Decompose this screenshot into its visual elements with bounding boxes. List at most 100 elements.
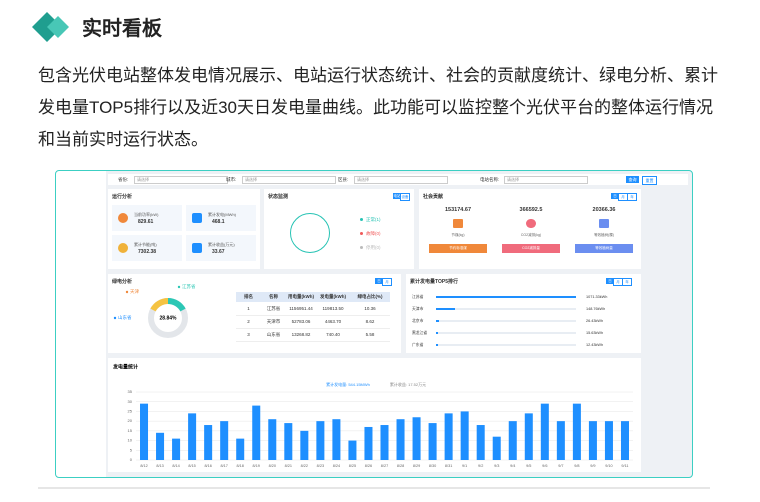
table-cell: 天津市: [261, 316, 286, 329]
bar: [140, 403, 149, 460]
donut-arc: [167, 298, 186, 312]
panel: 累计发电量TOP5排行日月年江苏省 1071.33kWh 天津市 148.76kWh 北…: [406, 274, 641, 353]
bar: [476, 425, 485, 460]
rank-track: [436, 308, 576, 310]
table-cell: 1: [236, 303, 261, 316]
contribution-unit: 等效植树(棵): [594, 233, 614, 237]
rank-track: [436, 320, 576, 322]
donut-label: 山东省: [118, 314, 132, 321]
contribution-icon: [526, 219, 536, 228]
x-tick-label: 8/15: [188, 464, 195, 468]
contribution-value: 153174.67: [445, 207, 471, 213]
x-tick-label: 9/8: [574, 464, 579, 468]
tab[interactable]: 月: [382, 278, 392, 286]
tab[interactable]: 年: [627, 193, 637, 201]
legend-dot: [360, 218, 363, 221]
donut-center: 28.84%: [160, 315, 178, 321]
table-cell: 1156951.44: [286, 303, 316, 316]
contribution-value: 20366.36: [592, 207, 616, 213]
filter-select[interactable]: 请选择: [242, 176, 336, 184]
bar: [300, 430, 309, 460]
bar: [428, 423, 437, 460]
x-tick-label: 8/31: [445, 464, 452, 468]
tab[interactable]: 日: [606, 278, 614, 284]
bar: [172, 438, 181, 460]
bar: [396, 419, 405, 460]
contribution-button[interactable]: 节约标准煤: [429, 244, 487, 253]
table-cell: 119813.50: [316, 303, 350, 316]
table-cell: 52783.06: [286, 316, 316, 329]
x-tick-label: 8/13: [156, 464, 163, 468]
chart-annotation: 累计收益: 17.52万元: [390, 381, 426, 387]
tab[interactable]: 设备: [400, 193, 410, 201]
rank-bar: [436, 332, 439, 334]
tab[interactable]: 日: [611, 193, 619, 199]
tab[interactable]: 电站: [393, 193, 401, 199]
button[interactable]: 重置: [642, 176, 657, 185]
y-tick-label: 25: [128, 408, 133, 413]
x-tick-label: 8/23: [317, 464, 324, 468]
donut-arc: [150, 298, 169, 312]
legend-dot: [360, 232, 363, 235]
table-cell: 江苏省: [261, 303, 286, 316]
bar: [364, 426, 373, 460]
filter-select[interactable]: 请选择: [354, 176, 448, 184]
rank-bar: [436, 296, 576, 298]
table-header: 用电量(kWh): [286, 292, 316, 302]
y-tick-label: 10: [128, 438, 133, 443]
stat-label: 累计收益(万元): [208, 242, 235, 247]
table-cell: 13268.82: [286, 329, 316, 342]
filter-label: 城市:: [226, 177, 237, 182]
bar: [444, 413, 453, 460]
filter-select[interactable]: 请选择: [504, 176, 588, 184]
y-tick-label: 0: [130, 457, 133, 462]
bar: [220, 421, 229, 460]
x-tick-label: 9/3: [494, 464, 499, 468]
panel: 发电量统计 累计发电量: 544.15MWh 累计收益: 17.52万元 0 5 10 15…: [108, 358, 641, 472]
x-tick-label: 8/25: [349, 464, 356, 468]
legend-label: 停用(0): [366, 245, 381, 250]
x-tick-label: 8/28: [397, 464, 404, 468]
bar: [540, 403, 549, 460]
y-tick-label: 35: [128, 389, 133, 394]
x-tick-label: 9/11: [621, 464, 628, 468]
x-tick-label: 9/6: [542, 464, 547, 468]
button[interactable]: 查询: [626, 176, 639, 183]
bar: [156, 432, 165, 460]
contribution-button[interactable]: 等效植树量: [575, 244, 633, 253]
legend-dot: [125, 290, 129, 294]
stat-label: 当前功率(kW): [134, 212, 159, 217]
table-header: 绿电占比(%): [350, 292, 390, 302]
status-ring: [290, 213, 330, 253]
bar: [380, 425, 389, 460]
x-tick-label: 8/24: [333, 464, 340, 468]
x-tick-label: 8/18: [237, 464, 244, 468]
donut-label: 江苏省: [182, 283, 196, 290]
rank-bar: [436, 320, 440, 322]
filter-bar: 省份: 请选择 城市: 请选择 区县: 请选择 电站名称: 请选择 查询 重置: [108, 174, 688, 185]
contribution-button[interactable]: CO2减排量: [502, 244, 560, 253]
bar: [588, 421, 597, 460]
stat-icon: [118, 213, 128, 223]
table-header: 名称: [261, 292, 286, 302]
chart-title: 发电量统计: [112, 363, 138, 370]
rank-name: 江苏省: [412, 295, 424, 299]
filter-select[interactable]: 请选择: [134, 176, 228, 184]
legend-label: 正常(1): [366, 217, 381, 222]
bar: [556, 421, 565, 460]
tab[interactable]: 日: [375, 278, 383, 284]
bar: [252, 405, 261, 460]
tab[interactable]: 年: [622, 278, 632, 286]
table-cell: 8.62: [350, 316, 390, 329]
y-tick-label: 20: [128, 418, 133, 423]
x-tick-label: 8/12: [140, 464, 147, 468]
x-tick-label: 9/1: [462, 464, 467, 468]
divider: [38, 487, 710, 489]
table-cell: 5.58: [350, 329, 390, 342]
stat-value: 7302.38: [138, 249, 157, 255]
y-tick-label: 15: [128, 428, 133, 433]
bar: [508, 421, 517, 460]
x-tick-label: 8/19: [253, 464, 260, 468]
rank-name: 北京市: [412, 319, 424, 323]
